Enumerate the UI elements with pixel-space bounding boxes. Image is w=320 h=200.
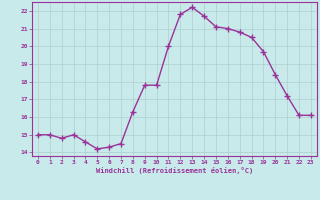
X-axis label: Windchill (Refroidissement éolien,°C): Windchill (Refroidissement éolien,°C) bbox=[96, 167, 253, 174]
